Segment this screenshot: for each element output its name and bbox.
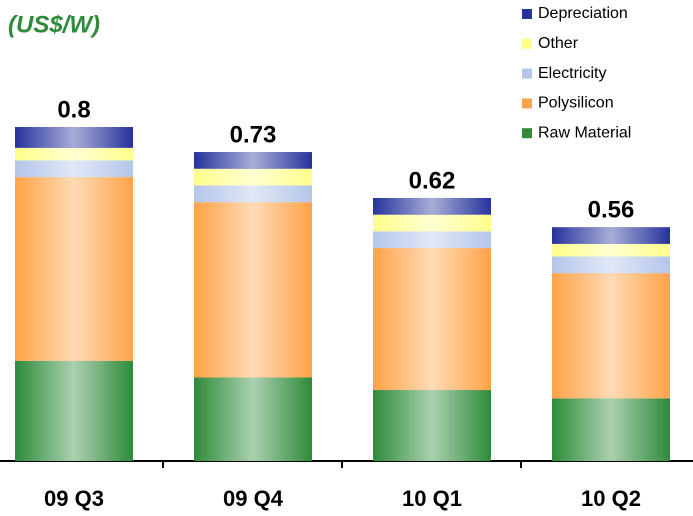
bar-highlight — [373, 231, 491, 249]
bar-highlight — [552, 256, 670, 274]
legend-label: Raw Material — [538, 124, 631, 141]
bar-highlight — [15, 177, 133, 361]
bar-highlight — [15, 147, 133, 161]
x-tick-label: 10 Q1 — [402, 486, 462, 511]
bar-highlight — [194, 202, 312, 378]
bar-highlight — [373, 390, 491, 461]
legend-label: Polysilicon — [538, 95, 614, 112]
legend-label: Other — [538, 35, 579, 52]
bar-highlight — [552, 243, 670, 257]
legend-label: Depreciation — [538, 5, 628, 22]
legend-swatch — [522, 68, 532, 79]
legend-swatch — [522, 38, 532, 49]
bar-highlight — [552, 227, 670, 244]
bar-highlight — [373, 248, 491, 391]
legend-swatch — [522, 9, 532, 19]
bar-highlight — [552, 273, 670, 399]
bar-highlight — [15, 127, 133, 148]
bar-highlight — [194, 185, 312, 203]
chart-title: (US$/W) — [8, 11, 100, 38]
bar-highlight — [194, 152, 312, 169]
legend-label: Electricity — [538, 65, 606, 82]
total-label: 0.73 — [230, 121, 277, 148]
x-tick-label: 10 Q2 — [581, 486, 641, 511]
bar-highlight — [15, 360, 133, 461]
bar-highlight — [194, 377, 312, 461]
total-label: 0.8 — [57, 96, 90, 123]
bar-highlight — [373, 214, 491, 232]
total-label: 0.56 — [588, 197, 635, 224]
bar-highlight — [194, 168, 312, 186]
x-tick-label: 09 Q3 — [44, 486, 104, 511]
legend-swatch — [522, 98, 532, 109]
bar-highlight — [373, 197, 491, 215]
x-tick-label: 09 Q4 — [223, 486, 284, 511]
legend-swatch — [522, 128, 532, 139]
total-label: 0.62 — [409, 167, 456, 194]
bar-highlight — [552, 398, 670, 461]
bar-highlight — [15, 160, 133, 178]
